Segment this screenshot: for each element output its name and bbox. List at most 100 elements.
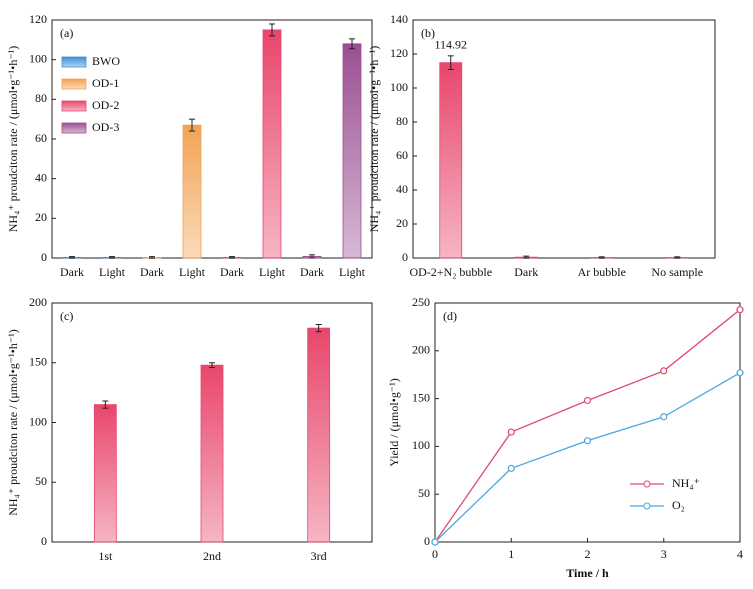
x-tick-label: OD-2+N₂ bubble: [409, 265, 492, 279]
point: [736, 306, 744, 314]
legend-swatch: [61, 56, 87, 68]
x-axis-label: Time / h: [566, 566, 609, 580]
legend-label: OD-1: [92, 76, 119, 90]
panel-label: (a): [60, 26, 73, 40]
error-bar: [229, 256, 235, 259]
point: [660, 367, 668, 375]
error-bar: [149, 256, 155, 259]
x-tick-label: Dark: [514, 265, 538, 279]
bar: [439, 62, 463, 259]
point: [583, 437, 592, 445]
y-tick-label: 0: [424, 534, 430, 548]
error-bar: [309, 254, 315, 259]
plot-frame: [434, 302, 741, 543]
error-bar: [209, 362, 215, 369]
legend-swatch: [61, 78, 87, 90]
error-bar: [315, 324, 322, 333]
x-tick-label: 0: [432, 547, 438, 561]
y-tick-label: 60: [35, 131, 47, 145]
y-axis-label: NH₄⁺ proudciton rate / (μmol•g⁻¹•h⁻¹): [6, 46, 20, 233]
legend: BWO OD-1 OD-2 OD-3: [61, 54, 120, 134]
bar: [93, 404, 117, 543]
panel-label: (d): [443, 309, 457, 323]
y-tick-label: 100: [29, 414, 47, 428]
x-tick-label: 2nd: [203, 549, 221, 563]
error-bar: [349, 38, 355, 50]
x-tick-label: 3rd: [311, 549, 327, 563]
x-tick-label: No sample: [651, 265, 703, 279]
y-tick-label: 0: [41, 250, 47, 264]
panel-label: (c): [60, 309, 73, 323]
x-tick-label: Dark: [60, 265, 84, 279]
point: [583, 396, 592, 405]
y-tick-label: 20: [35, 210, 47, 224]
y-tick-label: 150: [29, 355, 47, 369]
legend-label: BWO: [92, 54, 120, 68]
x-tick-label: Ar bubble: [578, 265, 626, 279]
y-tick-label: 120: [390, 46, 408, 60]
y-tick-label: 100: [412, 438, 430, 452]
legend: NH₄⁺ O₂: [630, 476, 700, 512]
point: [507, 464, 515, 472]
x-tick-label: 1st: [98, 549, 113, 563]
bar: [307, 327, 331, 543]
y-tick-label: 50: [418, 486, 430, 500]
error-bar: [189, 118, 195, 132]
y-tick-label: 80: [396, 114, 408, 128]
x-tick-label: Light: [259, 265, 286, 279]
legend-label: OD-3: [92, 120, 119, 134]
y-tick-label: 40: [35, 170, 47, 184]
legend-marker: [643, 480, 651, 488]
x-tick-label: Dark: [140, 265, 164, 279]
y-tick-label: 200: [29, 295, 47, 309]
y-tick-label: 100: [390, 80, 408, 94]
y-axis-label: NH₄⁺ proudciton rate / (μmol•g⁻¹•h⁻¹): [367, 46, 381, 233]
line-series: [434, 309, 741, 543]
x-tick-label: Dark: [220, 265, 244, 279]
y-tick-label: 40: [396, 182, 408, 196]
error-bar: [69, 256, 75, 259]
bar: [200, 364, 224, 543]
y-tick-label: 0: [402, 250, 408, 264]
x-tick-label: Light: [179, 265, 206, 279]
bar: [182, 124, 202, 259]
x-tick-label: 1: [508, 547, 514, 561]
y-tick-label: 50: [35, 474, 47, 488]
y-tick-label: 120: [29, 12, 47, 26]
x-tick-label: 3: [661, 547, 667, 561]
error-bar: [523, 255, 530, 259]
legend-swatch: [61, 122, 87, 134]
point: [660, 413, 668, 421]
y-tick-label: 140: [390, 12, 408, 26]
panel-label: (b): [421, 26, 435, 40]
error-bar: [674, 256, 681, 259]
x-tick-label: Dark: [300, 265, 324, 279]
value-label: 114.92: [434, 38, 467, 52]
bar: [262, 29, 282, 259]
x-tick-label: Light: [99, 265, 126, 279]
y-tick-label: 200: [412, 343, 430, 357]
point: [736, 369, 744, 377]
error-bar: [102, 400, 109, 409]
legend-label: NH₄⁺: [672, 476, 700, 490]
y-tick-label: 80: [35, 91, 47, 105]
legend-swatch: [61, 100, 87, 112]
error-bar: [269, 23, 275, 37]
y-tick-label: 0: [41, 534, 47, 548]
y-tick-label: 150: [412, 390, 430, 404]
point: [431, 538, 439, 546]
y-axis-label: Yield / (μmol•g⁻¹): [387, 378, 401, 467]
x-tick-label: Light: [339, 265, 366, 279]
legend-label: O₂: [672, 498, 685, 512]
x-tick-label: 2: [585, 547, 591, 561]
x-tick-label: 4: [737, 547, 743, 561]
plot-frame: [412, 19, 716, 259]
error-bar: [109, 256, 115, 259]
error-bar: [447, 55, 454, 70]
y-axis-label: NH₄⁺ proudciton rate / (μmol•g⁻¹•h⁻¹): [6, 329, 20, 516]
error-bar: [598, 256, 605, 259]
point: [507, 428, 515, 436]
legend-label: OD-2: [92, 98, 119, 112]
y-tick-label: 60: [396, 148, 408, 162]
